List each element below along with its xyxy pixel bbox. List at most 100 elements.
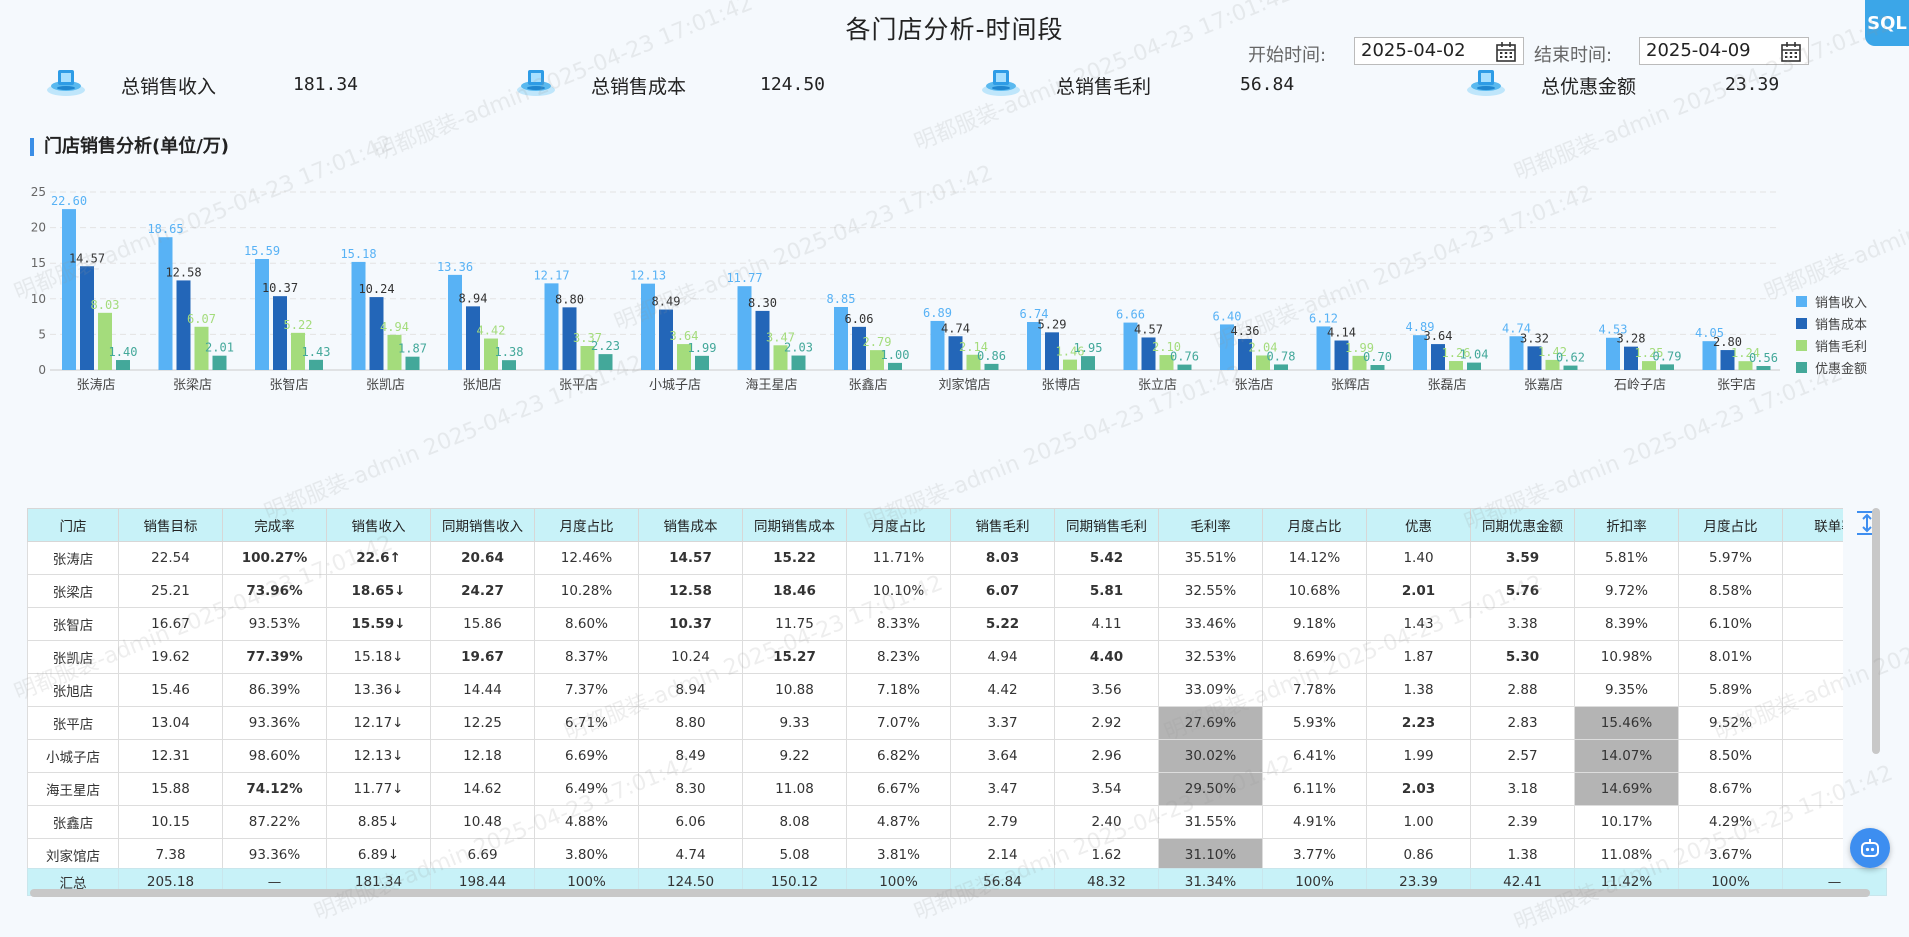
calendar-icon[interactable] [1780,41,1802,63]
column-header[interactable]: 销售毛利 [950,508,1055,542]
table-cell: 4.87% [846,805,951,839]
table-row[interactable]: 张凯店 19.62 77.39% 15.18↓ 19.67 8.37% 10.24 15.27… [27,640,1843,674]
table-cell: 6.67% [846,772,951,806]
data-label: 14.57 [69,251,105,265]
data-label: 10.37 [262,281,298,295]
data-label: 1.99 [1345,341,1374,355]
kpi-value: 124.50 [760,74,826,95]
table-row[interactable]: 张涛店 22.54 100.27% 22.6↑ 20.64 12.46% 14.57 15.2… [27,541,1843,575]
bar-销售成本 [1238,338,1252,370]
table-row[interactable]: 张平店 13.04 93.36% 12.17↓ 12.25 6.71% 8.80 9.33 7.… [27,706,1843,740]
table-cell: 93.36% [222,838,327,872]
bar-销售毛利 [291,332,305,370]
column-header[interactable]: 月度占比 [846,508,951,542]
data-label: 3.64 [1424,329,1453,343]
column-header[interactable]: 完成率 [222,508,327,542]
table-cell: 2.40 [1054,805,1159,839]
bar-销售成本 [1720,350,1735,370]
table-cell: 8.49 [638,739,743,773]
table-cell: 12.46% [534,541,639,575]
table-cell: 8.08 [742,805,847,839]
table-cell: 9.18% [1262,607,1367,641]
calendar-icon[interactable] [1495,41,1517,63]
legend-item[interactable]: 优惠金额 [1796,356,1867,378]
table-cell: 4.29% [1678,805,1783,839]
data-label: 5.22 [284,318,313,332]
table-cell: 15.59↓ [326,607,431,641]
table-row[interactable]: 张梁店 25.21 73.96% 18.65↓ 24.27 10.28% 12.58 18.4… [27,574,1843,608]
data-label: 4.53 [1599,323,1628,337]
column-header[interactable]: 毛利率 [1158,508,1263,542]
bar-优惠金额 [1081,356,1095,370]
column-header[interactable]: 同期销售成本 [742,508,847,542]
table-cell: 19.62 [118,640,223,674]
column-header[interactable]: 销售成本 [638,508,743,542]
bar-销售收入 [448,274,462,370]
y-tick-label: 15 [31,256,46,270]
money-stack-icon [517,70,555,96]
column-header[interactable]: 销售收入 [326,508,431,542]
sql-button[interactable]: SQL [1865,0,1909,46]
data-label: 12.17 [533,268,569,282]
x-tick-label: 张平店 [559,378,598,393]
table-cell: 73.96% [222,574,327,608]
store-name-cell: 张鑫店 [27,805,119,839]
x-tick-label: 张浩店 [1234,378,1273,393]
table-row[interactable]: 刘家馆店 7.38 93.36% 6.89↓ 6.69 3.80% 4.74 5.08 3.81… [27,838,1843,872]
table-row[interactable]: 小城子店 12.31 98.60% 12.13↓ 12.18 6.69% 8.49 9.22 6… [27,739,1843,773]
data-label: 15.59 [244,244,280,258]
column-header[interactable]: 同期优惠金额 [1470,508,1575,542]
table-cell: 8.94 [638,673,743,707]
table-cell: 1.38 [1366,673,1471,707]
table-row[interactable]: 张鑫店 10.15 87.22% 8.85↓ 10.48 4.88% 6.06 8.08 4.8… [27,805,1843,839]
column-header[interactable]: 折扣率 [1574,508,1679,542]
column-header[interactable]: 同期销售收入 [430,508,535,542]
column-header[interactable]: 联单率 [1782,508,1843,542]
data-label: 2.03 [784,341,813,355]
end-date-input[interactable]: 2025-04-09 [1639,37,1809,65]
bar-销售收入 [1027,322,1041,370]
data-label: 8.80 [555,292,584,306]
column-header[interactable]: 同期销售毛利 [1054,508,1159,542]
table-cell: 25.21 [118,574,223,608]
table-cell: 1.40 [1366,541,1471,575]
column-header[interactable]: 优惠 [1366,508,1471,542]
table-row[interactable]: 张智店 16.67 93.53% 15.59↓ 15.86 8.60% 10.37 11.75… [27,607,1843,641]
data-label: 2.10 [1152,340,1181,354]
table-row[interactable]: 海王星店 15.88 74.12% 11.77↓ 14.62 6.49% 8.30 11.08… [27,772,1843,806]
table-cell: 1.43 [1366,607,1471,641]
bar-销售毛利 [484,338,498,370]
kpi-label: 总销售毛利 [1056,76,1152,98]
table-cell: 2.83 [1470,706,1575,740]
table-cell: 11.08 [742,772,847,806]
table-cell: 15.46 [118,673,223,707]
column-header[interactable]: 销售目标 [118,508,223,542]
table-cell: 7.18% [846,673,951,707]
vertical-scrollbar[interactable] [1872,508,1880,754]
table-cell: 10.15 [118,805,223,839]
legend-item[interactable]: 销售收入 [1796,290,1867,312]
horizontal-scrollbar[interactable] [30,889,1870,897]
column-header[interactable]: 月度占比 [1262,508,1367,542]
ai-assistant-button[interactable] [1850,828,1890,868]
column-header[interactable]: 月度占比 [534,508,639,542]
data-label: 0.86 [977,349,1006,363]
table-row[interactable]: 张旭店 15.46 86.39% 13.36↓ 14.44 7.37% 8.94 10.88 7… [27,673,1843,707]
column-header[interactable]: 门店 [27,508,119,542]
data-label: 0.56 [1749,351,1778,365]
start-date-input[interactable]: 2025-04-02 [1354,37,1524,65]
table-cell: 5.30 [1470,640,1575,674]
bar-销售收入 [158,237,173,370]
legend-item[interactable]: 销售成本 [1796,312,1867,334]
bar-销售毛利 [1642,361,1656,370]
table-cell: 2.14 [950,838,1055,872]
table-cell: 77.39% [222,640,327,674]
table-cell: 14.44 [430,673,535,707]
column-header[interactable]: 月度占比 [1678,508,1783,542]
table-cell: 6.10% [1678,607,1783,641]
table-cell: 5.89% [1678,673,1783,707]
bar-销售成本 [948,336,963,370]
bar-销售毛利 [1545,359,1560,370]
legend-item[interactable]: 销售毛利 [1796,334,1867,356]
table-cell: 2.01 [1366,574,1471,608]
